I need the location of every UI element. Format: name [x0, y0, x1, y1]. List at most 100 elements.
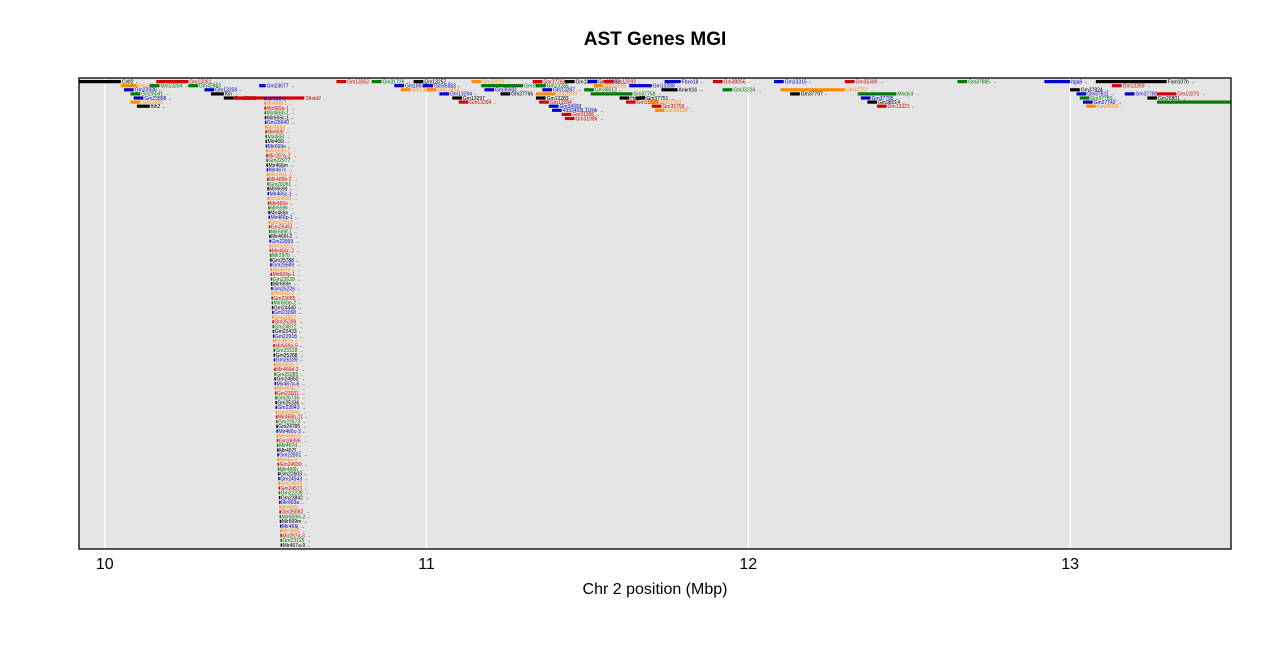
- gene-feature: Mir466c-2 →: [269, 248, 301, 254]
- gene-feature: Mir466c-1 →: [267, 191, 298, 197]
- gene-bar: [275, 415, 278, 419]
- gene-feature: Mir466b-11 ←: [275, 415, 309, 421]
- gene-feature: Mir669p-2 ←: [271, 301, 303, 307]
- gene-feature: Mir669o ←: [265, 144, 292, 150]
- gene-bar: [273, 363, 276, 367]
- strand-arrow: →: [288, 206, 294, 212]
- gene-feature: Gm13263 →: [426, 88, 466, 94]
- strand-arrow: →: [404, 79, 410, 85]
- gene-feature: Mir466d-2 →: [274, 367, 305, 373]
- gene-bar: [844, 80, 855, 84]
- gene-bar: [371, 80, 382, 84]
- gene-bar: [394, 84, 405, 88]
- strand-arrow: ←: [298, 358, 304, 364]
- strand-arrow: ←: [303, 415, 309, 421]
- gene-label: Mir669a ←: [281, 500, 305, 506]
- gene-feature: Gm37797 ←: [790, 92, 829, 98]
- gene-bar: [267, 187, 269, 191]
- gene-label: Gm37742 →: [1094, 100, 1122, 106]
- gene-bar: [266, 158, 268, 162]
- gene-feature: Gm23842 →: [278, 495, 309, 501]
- gene-layer: Celf2 ← Gm13261 →Gm35040 ←Gm13264 →Gm2393…: [79, 79, 1231, 549]
- gene-label: Gm13284 ←: [550, 100, 578, 106]
- gene-bar: [664, 80, 681, 84]
- gene-label: Mir669k →: [270, 206, 294, 212]
- strand-arrow: →: [1103, 88, 1109, 94]
- strand-arrow: →: [755, 88, 761, 94]
- gene-bar: [278, 486, 281, 490]
- gene-feature: Gm24928 →: [278, 481, 309, 487]
- gene-feature: Gm35931 →: [484, 88, 523, 94]
- gene-label: Gm23268 →: [274, 310, 302, 316]
- strand-arrow: ←: [160, 104, 166, 110]
- gene-bar: [265, 125, 267, 129]
- gene-bar: [423, 84, 433, 88]
- strand-arrow: →: [295, 277, 301, 283]
- gene-feature: Gm37780 ←: [1079, 96, 1119, 102]
- gene-bar: [275, 410, 278, 414]
- gene-bar: [278, 472, 280, 476]
- strand-arrow: →: [303, 495, 309, 501]
- gene-feature: Gm33029 →: [471, 79, 511, 85]
- gene-label: Mindy3 →: [897, 92, 920, 98]
- gene-label: Mir669i-2 →: [273, 291, 300, 297]
- gene-feature: Gm22918 →: [272, 334, 303, 340]
- gene-bar: [564, 116, 575, 121]
- gene-label: Itih2 ←: [151, 104, 167, 110]
- strand-arrow: →: [298, 377, 304, 383]
- gene-label: Gm22673 →: [278, 419, 306, 425]
- gene-bar: [271, 306, 274, 310]
- gene-bar: [651, 104, 662, 108]
- gene-label: Gm37757 →: [846, 88, 874, 94]
- gene-feature: Itga8 ←: [1044, 79, 1089, 85]
- strand-arrow: →: [293, 220, 299, 226]
- strand-arrow: →: [286, 168, 292, 174]
- gene-bar: [278, 491, 281, 495]
- gene-bar: [268, 206, 270, 210]
- gene-feature: Gm13287 →: [542, 88, 581, 94]
- gene-feature: Gm25689 →: [270, 263, 301, 269]
- gene-label: Mir466m →: [269, 163, 295, 169]
- gene-label: Gm37885 →: [968, 79, 996, 85]
- gene-bar: [272, 329, 275, 333]
- gene-label: Mir467a-9 ←: [283, 543, 312, 549]
- gene-bar: [272, 325, 275, 329]
- gene-label: Gm26082 →: [281, 510, 309, 516]
- gene-feature: Mir669a-3 ←: [266, 172, 298, 178]
- gene-feature: Gm35300 →: [844, 79, 884, 85]
- gene-label: Mir297a-3 →: [282, 533, 311, 539]
- strand-arrow: →: [289, 106, 295, 112]
- gene-feature: Gm38014 ←: [867, 100, 906, 106]
- gene-feature: Gm13288 ←: [629, 84, 681, 90]
- gene-label: Gm35931 →: [495, 88, 523, 94]
- gene-label: Fam107b →: [1168, 79, 1196, 85]
- gene-label: Gm42883 →: [199, 84, 227, 90]
- gene-label: Gm23677 →: [267, 84, 295, 90]
- strand-arrow: →: [301, 434, 307, 440]
- gene-label: Gm37780 ←: [1090, 96, 1118, 102]
- gene-feature: Gm25285 ←: [274, 372, 305, 378]
- strand-arrow: →: [299, 381, 305, 387]
- gene-label: Mir466c-2 →: [272, 248, 301, 254]
- gene-bar: [279, 510, 281, 514]
- gene-bar: [274, 367, 276, 371]
- strand-arrow: →: [293, 239, 299, 245]
- gene-feature: Gm22851 →: [277, 453, 308, 459]
- gene-bar: [280, 534, 282, 538]
- strand-arrow: →: [305, 533, 311, 539]
- gene-bar: [275, 401, 277, 405]
- gene-bar: [276, 429, 278, 433]
- gene-feature: Mindy3 →: [857, 92, 920, 98]
- gene-feature: Gm26189 ←: [273, 358, 304, 364]
- gene-feature: Gm26082 →: [279, 510, 310, 516]
- gene-label: Mir669m →: [282, 519, 308, 525]
- gene-label: Mir669a-2 →: [268, 149, 297, 155]
- gene-feature: Mir669e →: [270, 282, 297, 288]
- strand-arrow: ←: [287, 187, 293, 193]
- gene-bar: [269, 239, 271, 243]
- gene-label: Gm22603 ←: [280, 472, 308, 478]
- gene-label: Mir466j →: [282, 524, 305, 530]
- gene-bar: [130, 100, 141, 104]
- gene-feature: Gm25336 ←: [275, 400, 306, 406]
- strand-arrow: →: [298, 524, 304, 530]
